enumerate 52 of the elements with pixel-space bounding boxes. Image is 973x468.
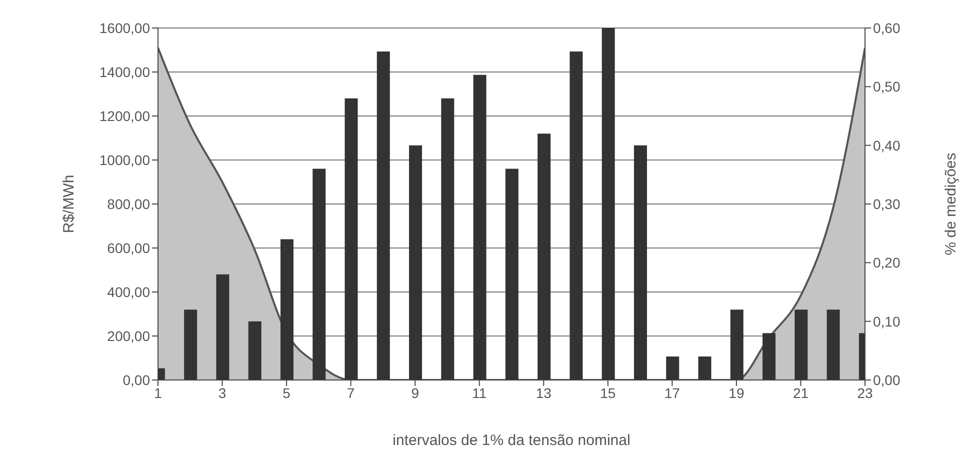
- y2-tick-label: 0,40: [873, 137, 900, 154]
- y-tick-label: 1000,00: [99, 152, 150, 168]
- bar: [538, 134, 551, 380]
- x-tick-label: 3: [218, 384, 226, 401]
- y-tick-label: 800,00: [107, 196, 150, 212]
- x-tick-label: 5: [282, 384, 291, 401]
- bar: [473, 74, 486, 380]
- bar: [280, 239, 294, 380]
- y-tick-label: 400,00: [107, 284, 150, 300]
- bar: [505, 168, 518, 380]
- bar: [248, 321, 262, 380]
- y-tick-label: 600,00: [107, 240, 150, 256]
- y-tick-label: 1600,00: [99, 20, 150, 36]
- x-tick-label: 17: [664, 384, 680, 401]
- bar: [312, 168, 326, 380]
- bar: [570, 51, 583, 380]
- y2-tick-label: 0,50: [873, 78, 900, 95]
- bar: [344, 98, 358, 380]
- bar: [826, 310, 840, 380]
- x-tick-label: 9: [411, 384, 420, 401]
- y-tick-label: 0,00: [122, 372, 150, 388]
- x-tick-label: 13: [536, 384, 552, 401]
- x-tick-label: 7: [346, 384, 355, 401]
- bar: [794, 310, 808, 380]
- y2-tick-label: 0,10: [873, 313, 900, 330]
- y2-tick-label: 0,00: [873, 372, 900, 388]
- bar: [409, 145, 422, 380]
- y-tick-label: 200,00: [107, 328, 150, 344]
- x-tick-label: 23: [857, 384, 873, 401]
- y2-tick-label: 0,30: [873, 196, 900, 212]
- bar: [184, 310, 198, 380]
- bar: [666, 356, 680, 380]
- bar: [698, 356, 712, 380]
- y-tick-label: 1400,00: [99, 64, 150, 80]
- y-tick-label: 1200,00: [99, 108, 150, 124]
- bar: [441, 98, 454, 380]
- bar: [376, 51, 390, 380]
- x-tick-label: 19: [728, 384, 744, 401]
- x-tick-label: 1: [154, 384, 162, 401]
- bar: [730, 310, 744, 380]
- bar: [602, 28, 615, 380]
- bar: [762, 333, 776, 380]
- x-tick-label: 15: [600, 384, 616, 401]
- y2-tick-label: 0,20: [873, 254, 900, 271]
- x-tick-label: 11: [472, 384, 487, 401]
- bar: [216, 274, 230, 380]
- y2-axis-title: % de medições: [942, 152, 960, 256]
- x-axis-title: intervalos de 1% da tensão nominal: [392, 432, 630, 449]
- y-axis-title: R$/MWh: [60, 174, 78, 234]
- x-tick-label: 21: [792, 384, 809, 401]
- bar: [634, 145, 647, 380]
- y2-tick-label: 0,60: [873, 20, 900, 36]
